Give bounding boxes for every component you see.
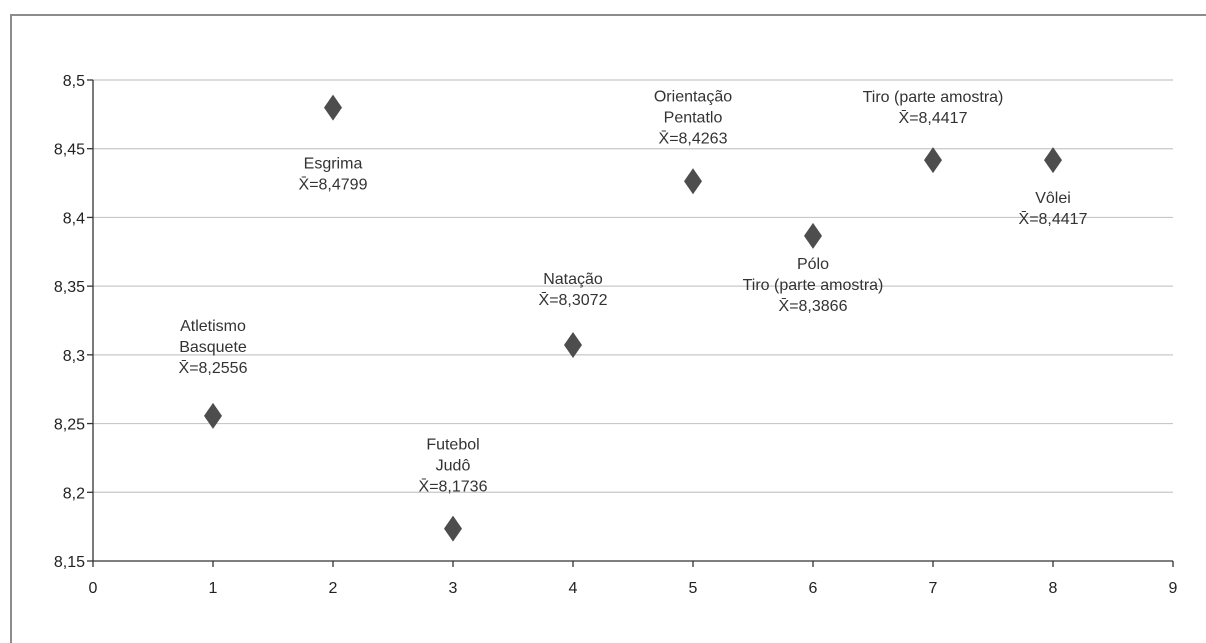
point-category-label: Pólo xyxy=(797,256,829,273)
chart-frame xyxy=(10,14,1206,643)
data-point-diamond xyxy=(684,168,702,195)
data-point-diamond xyxy=(444,515,462,542)
data-point-diamond xyxy=(804,222,822,249)
data-point-diamond xyxy=(924,147,942,174)
y-tick-label: 8,3 xyxy=(63,348,85,365)
point-mean-label: X̄=8,4263 xyxy=(659,130,728,147)
y-tick-label: 8,15 xyxy=(54,554,85,571)
y-tick-label: 8,25 xyxy=(54,417,85,434)
point-mean-label: X̄=8,3866 xyxy=(779,297,848,314)
point-category-label: Natação xyxy=(543,271,603,288)
point-category-label: Tiro (parte amostra) xyxy=(743,277,884,294)
y-tick-label: 8,35 xyxy=(54,279,85,296)
point-category-label: Basquete xyxy=(179,339,247,356)
data-point-diamond xyxy=(1044,147,1062,174)
y-tick-label: 8,45 xyxy=(54,142,85,159)
data-point-diamond xyxy=(324,94,342,121)
data-point-diamond xyxy=(204,402,222,429)
point-mean-label: X̄=8,4799 xyxy=(299,176,368,193)
data-point-diamond xyxy=(564,331,582,358)
point-category-label: Futebol xyxy=(426,437,479,454)
x-tick-label: 7 xyxy=(929,580,938,597)
x-tick-label: 1 xyxy=(209,580,218,597)
x-tick-label: 5 xyxy=(689,580,698,597)
x-tick-label: 9 xyxy=(1169,580,1178,597)
point-mean-label: X̄=8,1736 xyxy=(419,478,488,495)
y-tick-label: 8,5 xyxy=(63,73,85,90)
x-tick-label: 6 xyxy=(809,580,818,597)
point-mean-label: X̄=8,4417 xyxy=(1019,211,1088,228)
point-category-label: Pentatlo xyxy=(664,109,723,126)
point-mean-label: X̄=8,4417 xyxy=(899,110,968,127)
x-tick-label: 8 xyxy=(1049,580,1058,597)
point-category-label: Atletismo xyxy=(180,318,246,335)
x-tick-label: 0 xyxy=(89,580,98,597)
point-mean-label: X̄=8,3072 xyxy=(539,292,608,309)
point-category-label: Judô xyxy=(436,458,471,475)
y-tick-label: 8,4 xyxy=(63,210,85,227)
point-category-label: Vôlei xyxy=(1035,190,1071,207)
x-tick-label: 4 xyxy=(569,580,578,597)
x-tick-label: 2 xyxy=(329,580,338,597)
point-category-label: Tiro (parte amostra) xyxy=(863,89,1004,106)
point-mean-label: X̄=8,2556 xyxy=(179,359,248,376)
point-category-label: Orientação xyxy=(654,88,732,105)
point-category-label: Esgrima xyxy=(304,156,363,173)
y-tick-label: 8,2 xyxy=(63,485,85,502)
x-tick-label: 3 xyxy=(449,580,458,597)
